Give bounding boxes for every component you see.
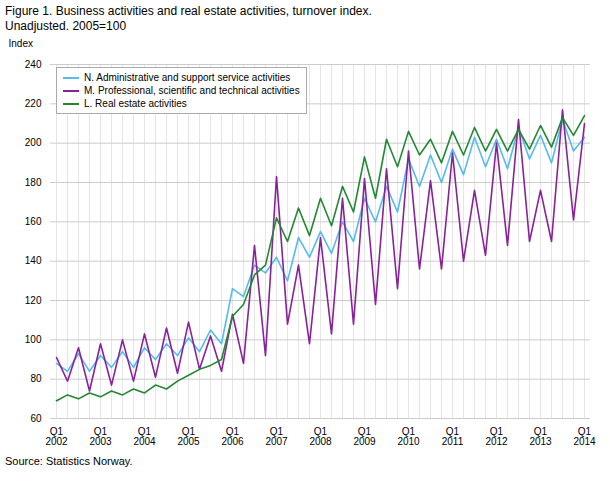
svg-text:Q12003: Q12003 — [89, 426, 112, 447]
svg-text:Q12009: Q12009 — [353, 426, 376, 447]
svg-text:120: 120 — [25, 295, 42, 306]
svg-text:200: 200 — [25, 137, 42, 148]
svg-text:Q12002: Q12002 — [45, 426, 68, 447]
svg-text:Q12012: Q12012 — [485, 426, 508, 447]
svg-text:140: 140 — [25, 255, 42, 266]
svg-text:Q12013: Q12013 — [529, 426, 552, 447]
svg-text:Q12005: Q12005 — [177, 426, 200, 447]
svg-text:Index: Index — [9, 38, 33, 49]
svg-text:80: 80 — [30, 373, 42, 384]
svg-text:180: 180 — [25, 177, 42, 188]
svg-text:Q12010: Q12010 — [397, 426, 420, 447]
svg-text:100: 100 — [25, 334, 42, 345]
svg-text:60: 60 — [30, 413, 42, 424]
svg-text:Q12006: Q12006 — [221, 426, 244, 447]
svg-text:Q12008: Q12008 — [309, 426, 332, 447]
svg-text:240: 240 — [25, 59, 42, 70]
svg-text:Q12014: Q12014 — [573, 426, 596, 447]
html-text:Figure 1. Business activities: Figure 1. Business activities and real e… — [5, 4, 372, 18]
svg-text:Q12004: Q12004 — [133, 426, 156, 447]
html-text:L. Real estate activities: L. Real estate activities — [84, 98, 187, 109]
svg-text:160: 160 — [25, 216, 42, 227]
html-text:M. Professional, scientific an: M. Professional, scientific and technica… — [84, 85, 300, 96]
svg-text:Q12011: Q12011 — [442, 426, 464, 447]
html-text:Source: Statistics Norway.: Source: Statistics Norway. — [5, 455, 133, 467]
svg-text:220: 220 — [25, 98, 42, 109]
svg-text:Q12007: Q12007 — [265, 426, 288, 447]
html-text:Unadjusted. 2005=100: Unadjusted. 2005=100 — [5, 19, 127, 33]
html-text:N. Administrative and support: N. Administrative and support service ac… — [84, 72, 291, 83]
